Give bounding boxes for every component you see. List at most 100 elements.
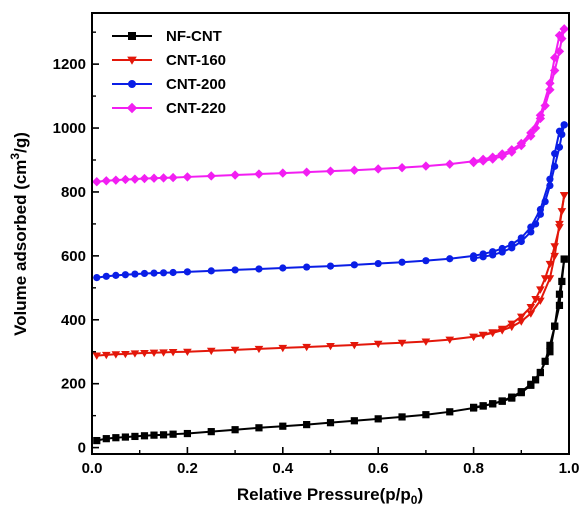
adsorption-point xyxy=(526,310,536,318)
x-tick-label: 0.4 xyxy=(272,460,294,477)
desorption-point xyxy=(498,248,506,256)
adsorption-point xyxy=(550,53,560,63)
adsorption-point xyxy=(111,175,121,185)
desorption-point xyxy=(498,397,506,405)
adsorption-point xyxy=(421,338,431,346)
desorption-point xyxy=(555,301,564,310)
legend-marker xyxy=(128,80,136,88)
y-tick-label: 0 xyxy=(78,440,86,457)
adsorption-point xyxy=(149,349,159,358)
adsorption-point xyxy=(93,274,101,282)
legend-marker xyxy=(128,32,136,40)
adsorption-point xyxy=(255,424,263,432)
adsorption-point xyxy=(255,265,263,273)
desorption-point xyxy=(488,329,497,337)
desorption-point xyxy=(535,113,546,124)
adsorption-point xyxy=(112,271,120,279)
adsorption-point xyxy=(140,269,149,278)
adsorption-point xyxy=(159,431,168,439)
desorption-point xyxy=(559,24,569,34)
adsorption-point xyxy=(121,271,129,279)
desorption-point xyxy=(545,85,555,95)
adsorption-point xyxy=(397,339,407,348)
adsorption-point xyxy=(93,436,101,445)
adsorption-point xyxy=(545,78,555,88)
desorption-point xyxy=(546,181,554,190)
legend-label: CNT-160 xyxy=(166,52,226,69)
desorption-point xyxy=(497,325,507,334)
desorption-point xyxy=(540,275,550,283)
adsorption-point xyxy=(150,269,158,277)
adsorption-point xyxy=(536,297,545,305)
adsorption-point xyxy=(111,351,121,359)
adsorption-point xyxy=(112,434,120,442)
ticks-layer: 0.0 0.2 0.4 0.6 0.8 1.0 0 200 400 600 800 1000 1200 xyxy=(53,31,580,477)
adsorption-point xyxy=(206,347,216,356)
desorption-point xyxy=(546,341,554,349)
desorption-point xyxy=(560,121,568,129)
adsorption-point xyxy=(168,349,178,357)
y-tick-label: 1000 xyxy=(53,120,86,137)
desorption-point xyxy=(532,376,540,384)
desorption-point xyxy=(526,131,536,141)
x-tick-label: 0.2 xyxy=(177,460,198,477)
y-axis-title: Volume adsorbed (cm3/g) xyxy=(8,132,30,336)
desorption-point xyxy=(478,156,488,166)
series-nf-cnt xyxy=(93,255,568,445)
adsorption-point xyxy=(446,255,454,263)
adsorption-point xyxy=(516,318,526,326)
y-tick-label: 600 xyxy=(61,248,86,265)
desorption-point xyxy=(536,286,545,294)
desorption-point xyxy=(536,368,544,377)
desorption-point xyxy=(517,389,525,397)
adsorption-point xyxy=(445,159,455,169)
x-axis-title-subscript: 0 xyxy=(411,493,418,507)
adsorption-point xyxy=(183,268,191,276)
legend-label: CNT-200 xyxy=(166,76,226,93)
adsorption-point xyxy=(102,435,110,443)
desorption-point xyxy=(489,400,497,408)
adsorption-point xyxy=(121,350,130,359)
desorption-point xyxy=(550,243,560,251)
y-tick-label: 1200 xyxy=(53,56,86,73)
adsorption-point xyxy=(131,432,139,441)
legend-item: CNT-160 xyxy=(112,52,226,69)
adsorption-point xyxy=(325,166,336,176)
desorption-point xyxy=(508,244,516,252)
desorption-point xyxy=(560,255,568,263)
desorption-point xyxy=(468,157,479,168)
desorption-point xyxy=(479,402,487,410)
adsorption-point xyxy=(254,345,264,354)
adsorption-point xyxy=(139,173,150,184)
desorption-point xyxy=(497,151,507,161)
y-axis-title-superscript: 3 xyxy=(8,153,22,160)
adsorption-point xyxy=(303,421,311,429)
legend: NF-CNT CNT-160 CNT-200 CNT-220 xyxy=(112,28,226,117)
x-tick-label: 1.0 xyxy=(559,460,580,477)
desorption-point xyxy=(557,208,567,216)
desorption-point xyxy=(554,46,565,57)
adsorption-point xyxy=(120,174,131,185)
adsorption-point xyxy=(555,290,564,298)
adsorption-point xyxy=(140,432,149,440)
desorption-point xyxy=(530,123,541,133)
y-tick-label: 800 xyxy=(61,184,86,201)
desorption-point xyxy=(479,253,487,261)
adsorption-point xyxy=(326,262,335,270)
desorption-point xyxy=(507,320,517,328)
desorption-point xyxy=(550,65,560,76)
adsorption-point xyxy=(207,428,215,436)
legend-label: NF-CNT xyxy=(166,28,222,45)
adsorption-point xyxy=(101,176,111,186)
x-tick-label: 0.0 xyxy=(82,460,103,477)
x-tick-label: 0.6 xyxy=(368,460,389,477)
adsorption-point xyxy=(350,342,359,350)
adsorption-point xyxy=(169,268,177,277)
adsorption-point xyxy=(207,267,215,275)
desorption-point xyxy=(555,143,564,151)
adsorption-point xyxy=(278,168,288,178)
adsorption-point xyxy=(421,161,431,171)
adsorption-point xyxy=(279,264,287,272)
desorption-point xyxy=(540,100,550,111)
